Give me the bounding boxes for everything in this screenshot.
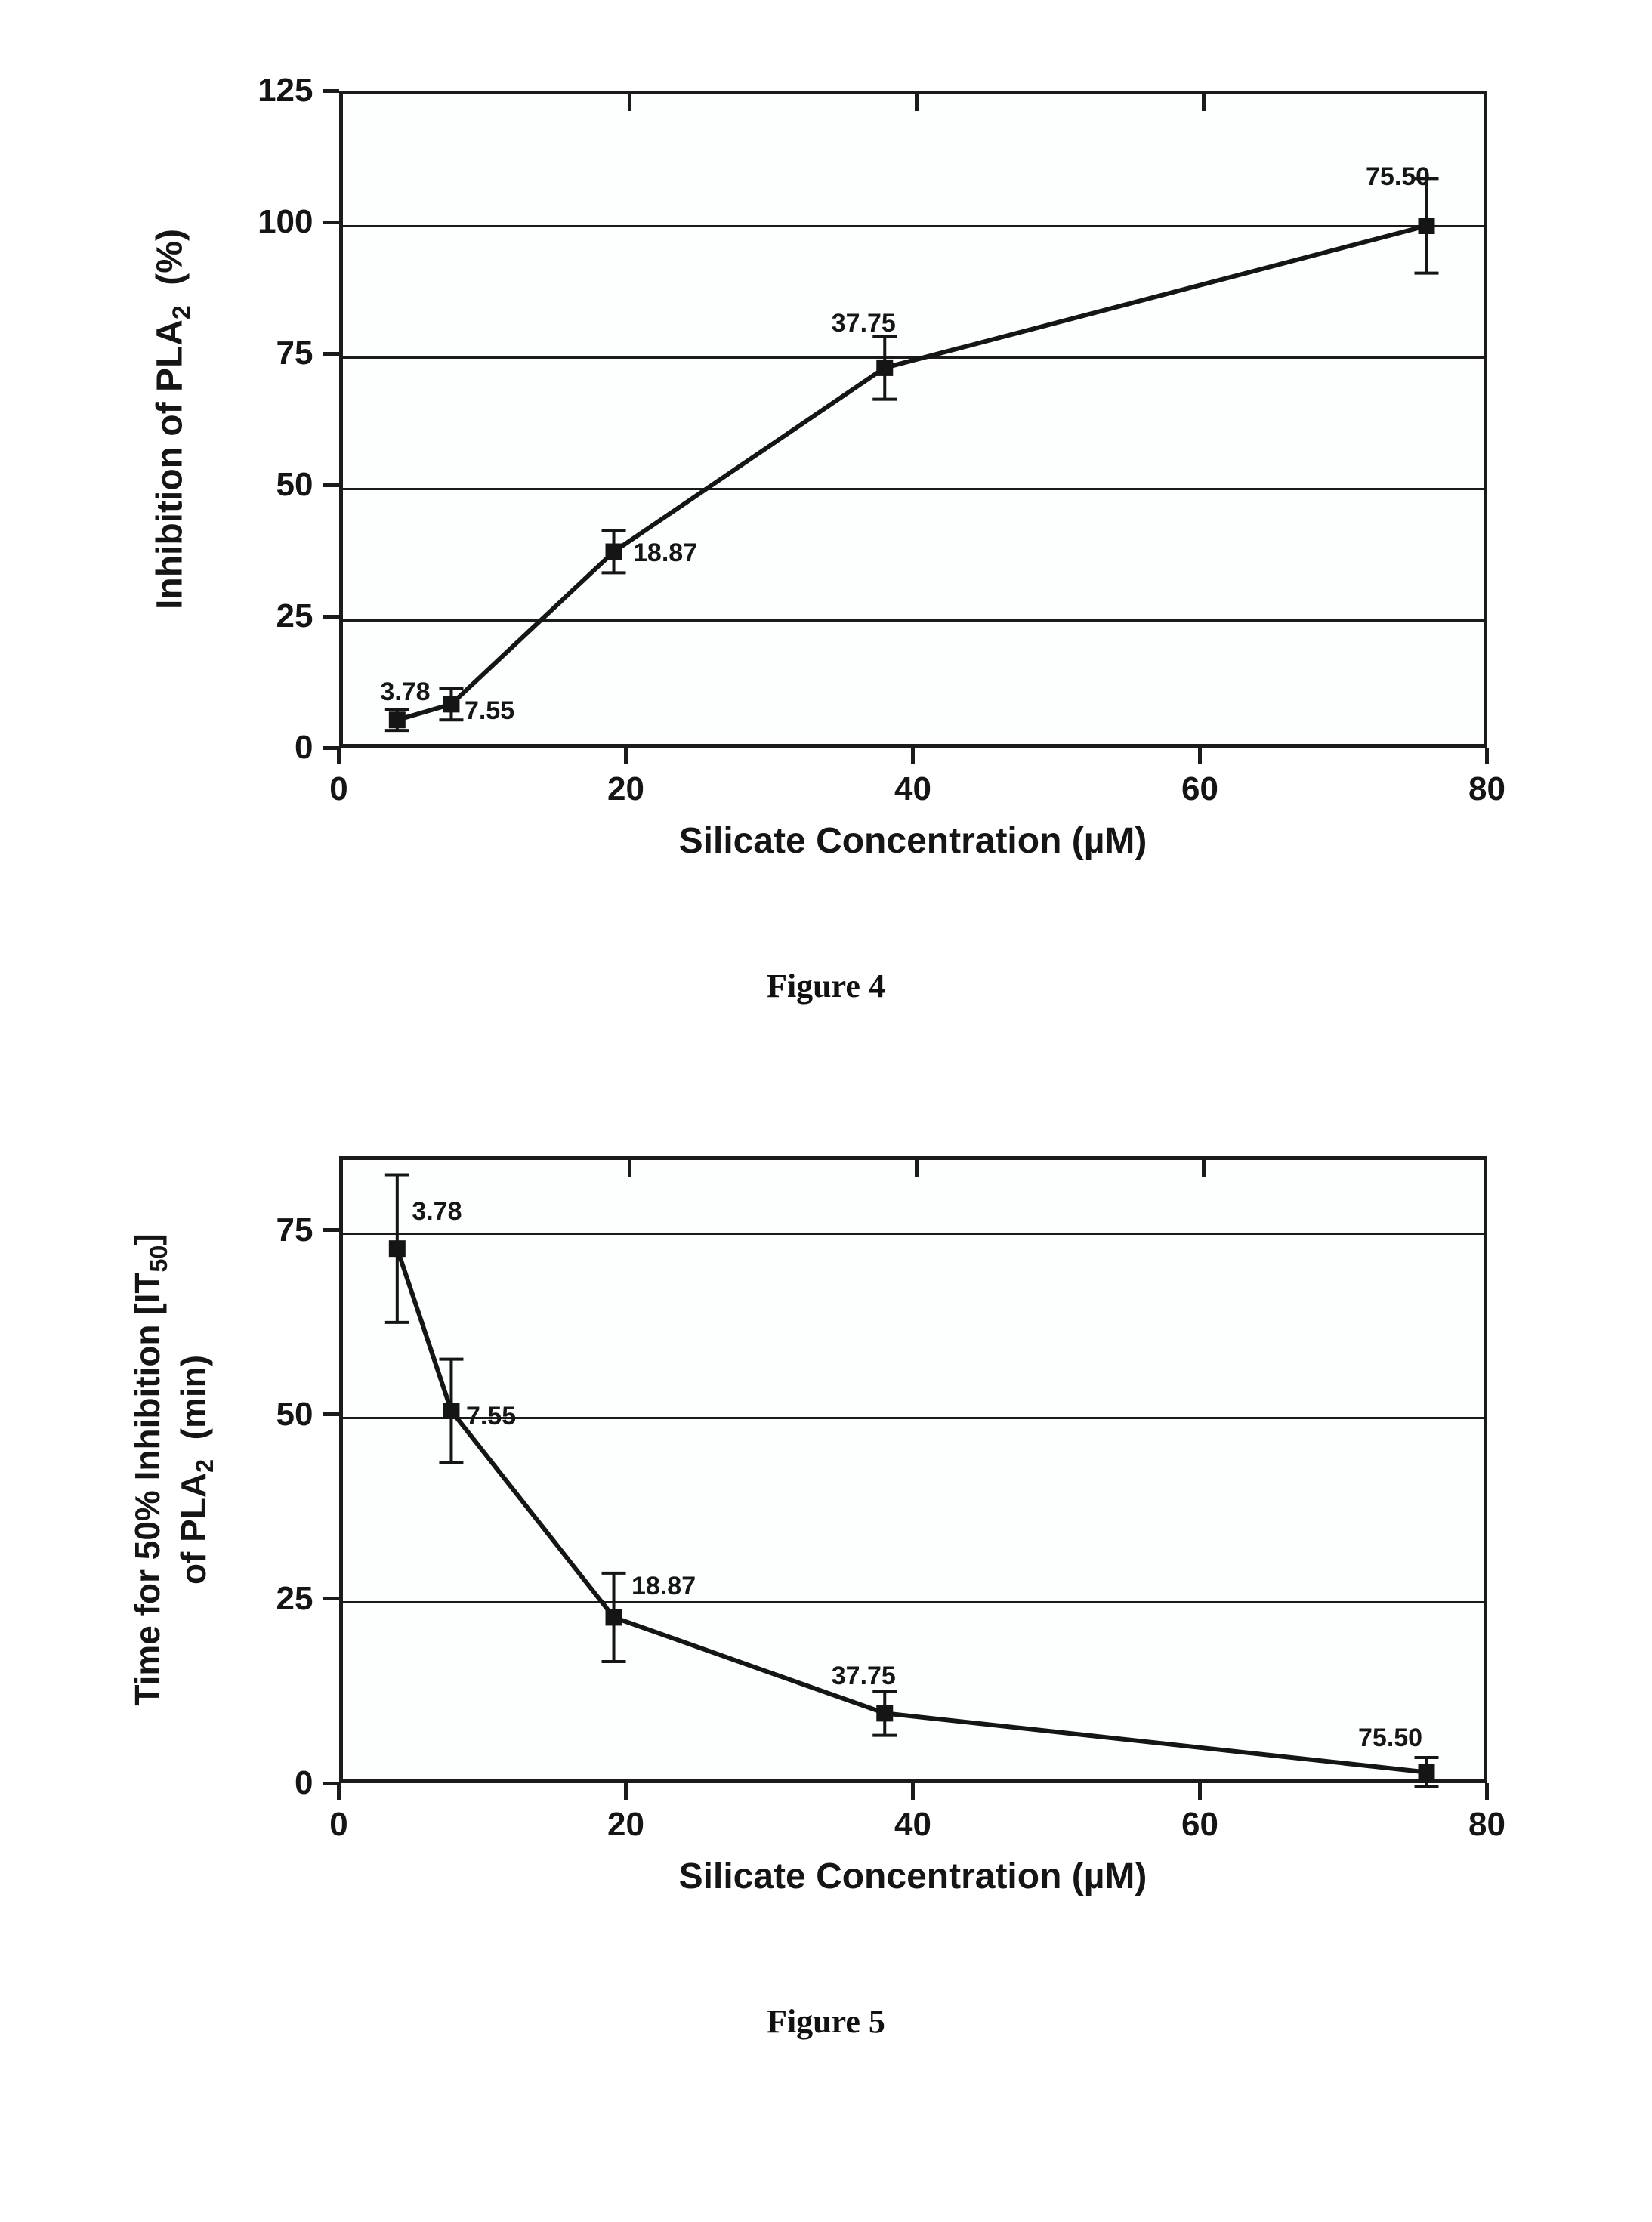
data-point-label: 75.50 [1358, 1724, 1422, 1753]
data-point-label: 75.50 [1366, 162, 1430, 192]
y-tick-label: 25 [223, 1580, 313, 1618]
x-tick [337, 1783, 341, 1800]
fig5-x-axis-title: Silicate Concentration (µM) [679, 1856, 1147, 1897]
gridline [343, 488, 1484, 490]
fig5-y-axis-title: Time for 50% Inhibition [IT50]of PLA2 (m… [126, 1233, 218, 1705]
y-tick [323, 483, 339, 487]
y-tick-label: 100 [223, 203, 313, 241]
fig5-figure: 3.78 7.55 18.87 37.75 75.50 0 25 50 75 0 20 40 60 80 T… [120, 1126, 1533, 2041]
data-point-label: 37.75 [832, 1662, 896, 1691]
data-point-label: 3.78 [380, 677, 430, 707]
data-point-label: 18.87 [631, 1572, 696, 1601]
fig5-plot-wrap: 3.78 7.55 18.87 37.75 75.50 0 25 50 75 0 20 40 60 80 T… [120, 1126, 1533, 1934]
y-tick-label: 125 [223, 72, 313, 110]
x-tick-label: 80 [1468, 1806, 1505, 1844]
y-tick-label: 75 [223, 335, 313, 372]
gridline [343, 1233, 1484, 1235]
x-tick-top [1202, 1160, 1206, 1177]
y-tick [323, 352, 339, 356]
y-tick-label: 50 [223, 466, 313, 504]
data-point-label: 7.55 [466, 1402, 516, 1431]
y-tick-label: 25 [223, 597, 313, 635]
x-tick [1198, 1783, 1202, 1800]
x-tick [624, 1783, 628, 1800]
x-tick [624, 748, 628, 764]
gridline [343, 356, 1484, 359]
y-tick [323, 89, 339, 93]
x-tick [911, 1783, 915, 1800]
fig4-chart-area: 3.78 7.55 18.87 37.75 75.50 [339, 91, 1487, 748]
x-tick-top [915, 1160, 919, 1177]
x-tick [1485, 1783, 1489, 1800]
y-tick-label: 0 [223, 1764, 313, 1802]
fig4-y-axis-title: Inhibition of PLA2 (%) [149, 229, 196, 610]
x-tick [1485, 748, 1489, 764]
fig4-figure: 3.78 7.55 18.87 37.75 75.50 0 25 50 75 100 125 0 20 4… [120, 60, 1533, 1005]
x-tick-label: 40 [894, 1806, 931, 1844]
x-tick-label: 60 [1181, 770, 1218, 808]
x-tick-top [1202, 94, 1206, 111]
x-tick-label: 20 [607, 1806, 644, 1844]
y-tick-label: 50 [223, 1396, 313, 1433]
y-tick [323, 615, 339, 619]
y-tick-label: 0 [223, 729, 313, 767]
x-tick-top [628, 94, 631, 111]
y-tick [323, 1597, 339, 1600]
fig4-series-overlay [343, 94, 1491, 751]
gridline [343, 225, 1484, 227]
data-point-label: 18.87 [633, 539, 697, 568]
fig4-plot-wrap: 3.78 7.55 18.87 37.75 75.50 0 25 50 75 100 125 0 20 4… [120, 60, 1533, 899]
y-tick [323, 1228, 339, 1232]
x-tick-label: 40 [894, 770, 931, 808]
x-tick-top [628, 1160, 631, 1177]
x-tick-top [915, 94, 919, 111]
fig5-caption: Figure 5 [120, 2002, 1533, 2041]
x-tick-label: 0 [329, 770, 347, 808]
fig4-caption: Figure 4 [120, 967, 1533, 1005]
fig5-chart-area: 3.78 7.55 18.87 37.75 75.50 [339, 1156, 1487, 1783]
x-tick-label: 0 [329, 1806, 347, 1844]
gridline [343, 1601, 1484, 1603]
x-tick [911, 748, 915, 764]
gridline [343, 619, 1484, 622]
fig5-series-overlay [343, 1160, 1491, 1787]
x-tick-label: 60 [1181, 1806, 1218, 1844]
x-tick [337, 748, 341, 764]
fig4-x-axis-title: Silicate Concentration (µM) [679, 820, 1147, 862]
y-tick [323, 1412, 339, 1416]
x-tick [1198, 748, 1202, 764]
data-point-label: 3.78 [412, 1197, 462, 1227]
x-tick-label: 20 [607, 770, 644, 808]
x-tick-label: 80 [1468, 770, 1505, 808]
y-tick [323, 221, 339, 224]
y-tick-label: 75 [223, 1211, 313, 1249]
data-point-label: 7.55 [465, 696, 514, 726]
data-point-label: 37.75 [832, 309, 896, 338]
